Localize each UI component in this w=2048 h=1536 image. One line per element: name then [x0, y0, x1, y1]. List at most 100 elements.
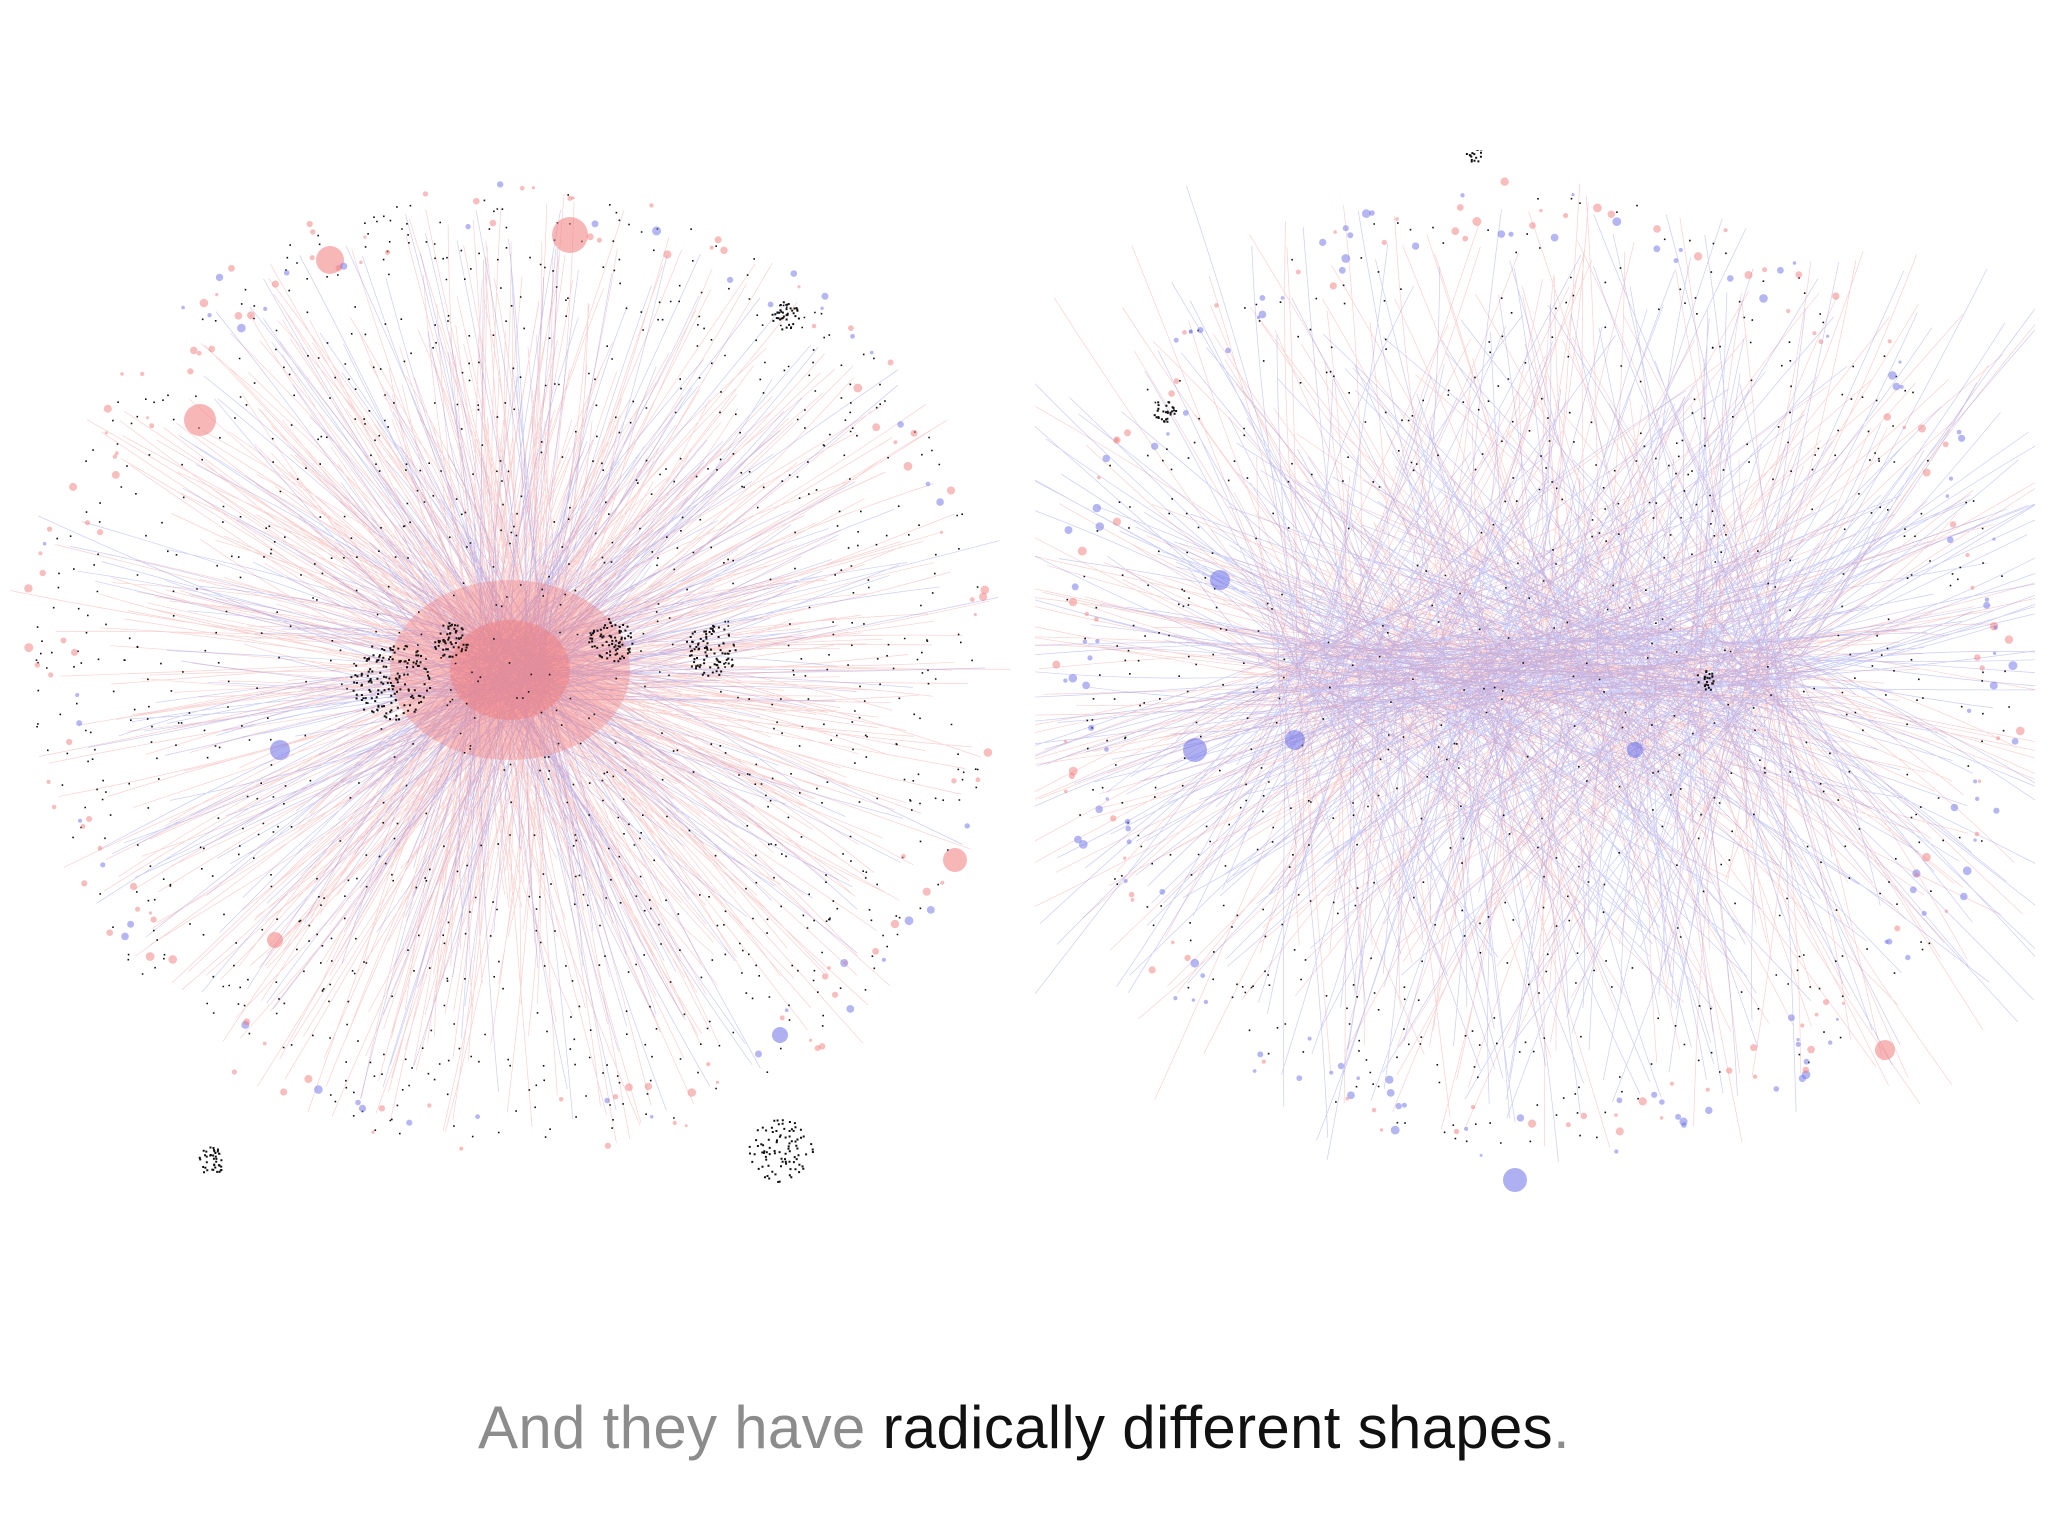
- svg-right-hub: [1183, 738, 1207, 762]
- svg-left-peripheral-node: [112, 454, 118, 459]
- network-graph-left-canvas: [10, 181, 1010, 1183]
- svg-left-peripheral-node: [790, 270, 798, 277]
- svg-right-peripheral-node: [1883, 413, 1892, 421]
- svg-left-peripheral-node: [649, 203, 654, 208]
- svg-right-peripheral-node: [1921, 910, 1927, 916]
- svg-right-peripheral-node: [1095, 805, 1103, 814]
- svg-right-peripheral-node: [1173, 378, 1180, 384]
- svg-left-peripheral-node: [104, 431, 108, 435]
- svg-left-peripheral-node: [146, 416, 150, 420]
- svg-right-peripheral-node: [1188, 329, 1193, 334]
- svg-left-peripheral-node: [60, 637, 67, 644]
- svg-right-peripheral-node: [1973, 779, 1978, 784]
- svg-left-peripheral-node: [121, 932, 129, 941]
- svg-left-peripheral-node: [709, 245, 714, 250]
- svg-left-peripheral-node: [181, 305, 185, 310]
- svg-left-peripheral-node: [69, 482, 78, 491]
- svg-left-peripheral-node: [910, 429, 918, 437]
- svg-right-peripheral-node: [1949, 521, 1957, 528]
- svg-left-peripheral-node: [969, 597, 975, 602]
- svg-left-peripheral-node: [187, 368, 194, 375]
- svg-right-peripheral-node: [1966, 708, 1972, 713]
- svg-right-peripheral-node: [1681, 1122, 1687, 1128]
- svg-left-peripheral-node: [168, 955, 177, 964]
- svg-left-peripheral-node: [980, 585, 990, 595]
- svg-left-peripheral-node: [714, 236, 722, 244]
- svg-right-peripheral-node: [1796, 1038, 1800, 1042]
- svg-left-peripheral-node: [340, 262, 348, 270]
- svg-left-peripheral-node: [922, 887, 931, 896]
- svg-right-peripheral-node: [1203, 999, 1209, 1005]
- svg-right-peripheral-node: [1088, 724, 1095, 731]
- svg-right-peripheral-node: [1063, 678, 1068, 683]
- svg-right-peripheral-node: [1347, 232, 1354, 239]
- svg-right-peripheral-node: [1386, 1089, 1395, 1097]
- svg-right-peripheral-node: [1333, 230, 1337, 234]
- svg-right-peripheral-node: [1914, 873, 1919, 878]
- svg-left-peripheral-node: [262, 1041, 267, 1046]
- svg-right-peripheral-node: [1918, 424, 1926, 433]
- svg-right-peripheral-node: [1693, 252, 1703, 261]
- svg-left-cluster: [686, 624, 737, 677]
- svg-left-peripheral-node: [822, 973, 829, 980]
- svg-left-peripheral-node: [844, 961, 848, 965]
- svg-right-peripheral-node: [1653, 225, 1661, 233]
- svg-left-peripheral-node: [586, 233, 594, 241]
- network-graph-left: [10, 150, 1010, 1220]
- svg-left-peripheral-node: [231, 1069, 237, 1075]
- svg-left-peripheral-node: [612, 1094, 619, 1100]
- svg-left-peripheral-node: [42, 541, 47, 546]
- svg-right-peripheral-node: [1319, 238, 1327, 246]
- svg-right-peripheral-node: [1347, 1091, 1355, 1100]
- svg-right-peripheral-node: [1948, 476, 1954, 481]
- svg-left-peripheral-node: [644, 1082, 653, 1091]
- svg-left-peripheral-node: [940, 530, 944, 534]
- svg-left-peripheral-node: [652, 226, 662, 236]
- svg-right-nodes: [1052, 150, 2025, 1192]
- svg-right-peripheral-node: [1214, 303, 1219, 308]
- svg-right-peripheral-node: [1381, 239, 1387, 246]
- svg-left-peripheral-node: [406, 1119, 413, 1126]
- svg-right-peripheral-node: [1795, 1041, 1801, 1047]
- svg-right-peripheral-node: [1673, 258, 1679, 264]
- svg-right-peripheral-node: [1803, 1058, 1810, 1065]
- svg-right-peripheral-node: [1130, 898, 1135, 902]
- svg-right-peripheral-node: [1659, 1099, 1665, 1105]
- svg-right-peripheral-node: [1173, 337, 1179, 343]
- svg-right-peripheral-node: [1962, 866, 1972, 876]
- svg-right-peripheral-node: [1472, 217, 1482, 226]
- svg-right-peripheral-node: [1659, 1116, 1664, 1120]
- svg-right-peripheral-node: [1182, 330, 1187, 335]
- svg-right-peripheral-node: [1727, 275, 1734, 282]
- svg-right-peripheral-node: [1159, 888, 1166, 895]
- svg-left-peripheral-node: [903, 461, 913, 471]
- svg-left-peripheral-node: [66, 738, 73, 746]
- svg-left-peripheral-node: [24, 584, 33, 593]
- svg-right-peripheral-node: [1280, 296, 1285, 300]
- svg-right-peripheral-node: [1516, 1114, 1525, 1122]
- svg-right-peripheral-node: [1114, 437, 1119, 443]
- svg-left-peripheral-node: [228, 264, 235, 272]
- svg-left-peripheral-node: [901, 853, 906, 859]
- svg-left-peripheral-node: [97, 529, 104, 536]
- svg-right-peripheral-node: [1341, 254, 1351, 263]
- svg-left-peripheral-node: [149, 423, 155, 429]
- svg-right-peripheral-node: [1974, 831, 1980, 837]
- svg-right-peripheral-node: [1148, 966, 1156, 974]
- svg-right-peripheral-node: [1788, 1014, 1795, 1022]
- svg-right-peripheral-node: [1571, 193, 1575, 197]
- svg-left-peripheral-node: [24, 643, 34, 653]
- svg-right-peripheral-node: [1095, 522, 1105, 531]
- svg-left-peripheral-node: [975, 777, 981, 783]
- svg-left-peripheral-node: [39, 569, 46, 577]
- svg-right-peripheral-node: [1705, 1106, 1713, 1115]
- svg-left-peripheral-node: [887, 359, 894, 366]
- svg-left-peripheral-node: [811, 323, 817, 329]
- svg-left-hub: [184, 404, 216, 436]
- svg-right-peripheral-node: [1125, 825, 1131, 832]
- svg-right-peripheral-node: [1126, 839, 1132, 845]
- svg-left-peripheral-node: [215, 293, 219, 297]
- svg-left-peripheral-node: [86, 816, 93, 822]
- svg-left-peripheral-node: [371, 1130, 375, 1134]
